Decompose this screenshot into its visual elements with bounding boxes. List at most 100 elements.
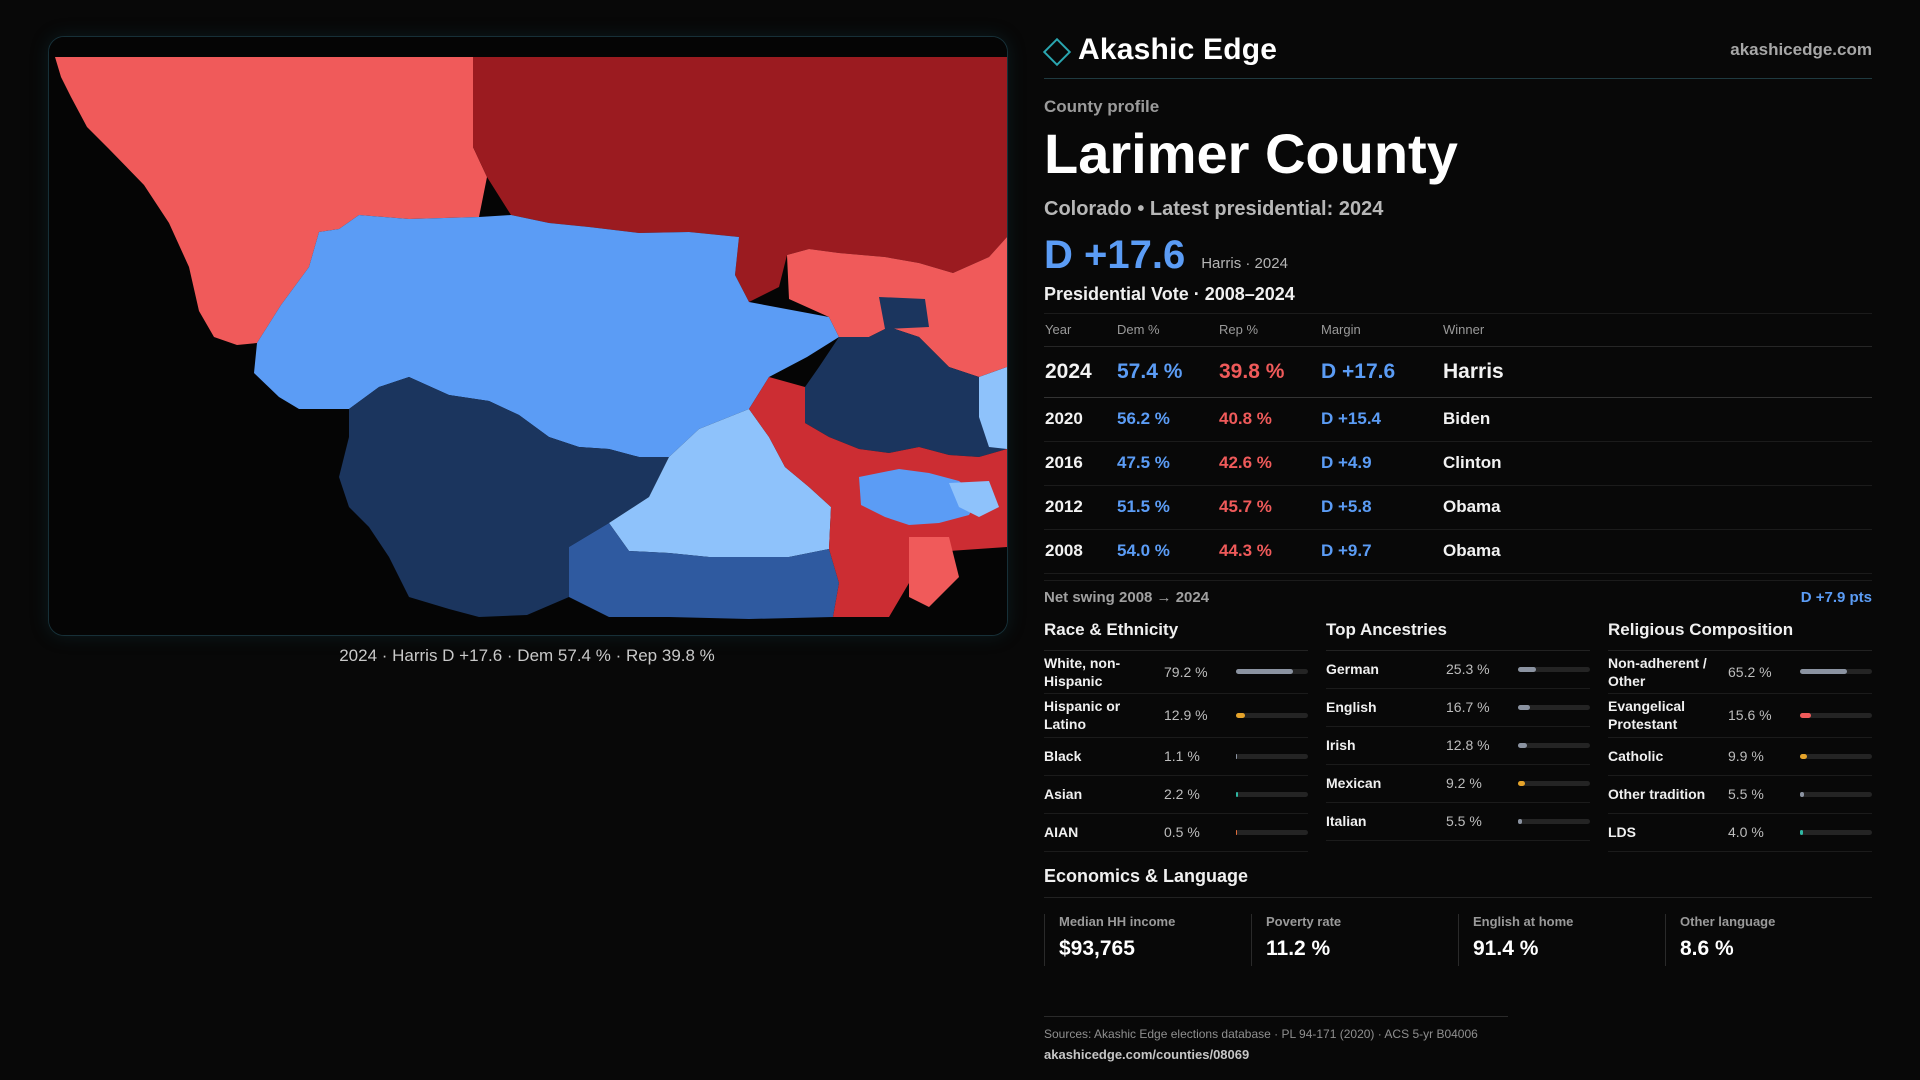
ancestry-title: Top Ancestries bbox=[1326, 620, 1590, 651]
stat-bar-fill bbox=[1236, 829, 1238, 835]
race-list: White, non-Hispanic 79.2 % Hispanic or Lat… bbox=[1044, 651, 1308, 852]
col-year: Year bbox=[1044, 313, 1116, 347]
econ-value: 91.4 % bbox=[1473, 936, 1539, 960]
cell-dem: 54.0 % bbox=[1116, 529, 1218, 574]
stat-row: Hispanic or Latino 12.9 % bbox=[1044, 694, 1308, 738]
stat-row: English 16.7 % bbox=[1326, 689, 1590, 727]
precinct-south-mid-blue[interactable] bbox=[569, 523, 839, 619]
precinct-west-red[interactable] bbox=[55, 57, 487, 345]
stat-bar bbox=[1800, 753, 1872, 759]
cell-rep: 40.8 % bbox=[1218, 397, 1320, 442]
stat-row: AIAN 0.5 % bbox=[1044, 814, 1308, 852]
footer: Sources: Akashic Edge elections database… bbox=[1044, 1015, 1508, 1062]
stat-percent: 5.5 % bbox=[1446, 813, 1482, 830]
county-map-panel[interactable] bbox=[48, 36, 1008, 636]
precinct-se-red-patch[interactable] bbox=[909, 537, 959, 607]
stat-bar bbox=[1518, 818, 1590, 824]
stat-label: AIAN bbox=[1044, 823, 1079, 840]
profile-column: Akashic Edge akashicedge.com County prof… bbox=[1044, 30, 1872, 1062]
vote-section-title: Presidential Vote · 2008–2024 bbox=[1044, 284, 1872, 314]
cell-rep: 39.8 % bbox=[1218, 346, 1320, 398]
cell-margin: D +5.8 bbox=[1320, 485, 1442, 530]
stat-percent: 15.6 % bbox=[1728, 707, 1772, 724]
margin-value: D +17.6 bbox=[1044, 232, 1186, 277]
stat-bar bbox=[1800, 669, 1872, 675]
stat-bar bbox=[1800, 791, 1872, 797]
stat-bar-fill bbox=[1518, 742, 1528, 748]
vote-table: Year Dem % Rep % Margin Winner 2024 57.4… bbox=[1044, 313, 1872, 574]
stat-bar bbox=[1518, 666, 1590, 672]
stat-percent: 12.8 % bbox=[1446, 737, 1490, 754]
stat-row: Catholic 9.9 % bbox=[1608, 738, 1872, 776]
race-panel: Race & Ethnicity White, non-Hispanic 79.2… bbox=[1044, 620, 1308, 852]
col-winner: Winner bbox=[1442, 313, 1872, 347]
econ-value: 8.6 % bbox=[1680, 936, 1734, 960]
religion-panel: Religious Composition Non-adherent / Oth… bbox=[1608, 620, 1872, 852]
col-dem: Dem % bbox=[1116, 313, 1218, 347]
map-caption: 2024 · Harris D +17.6 · Dem 57.4 % · Rep… bbox=[339, 646, 715, 665]
swing-value: D +7.9 pts bbox=[1800, 588, 1872, 606]
table-row: 2008 54.0 % 44.3 % D +9.7 Obama bbox=[1044, 529, 1872, 574]
stat-label: Irish bbox=[1326, 737, 1356, 754]
precinct-north-dark-red[interactable] bbox=[473, 57, 1007, 302]
precinct-se-red-patch-2[interactable] bbox=[949, 287, 1007, 337]
precinct-central-blue[interactable] bbox=[254, 215, 839, 457]
col-rep: Rep % bbox=[1218, 313, 1320, 347]
stat-bar bbox=[1518, 742, 1590, 748]
cell-winner: Biden bbox=[1442, 397, 1872, 442]
header: Akashic Edge akashicedge.com bbox=[1044, 30, 1872, 79]
race-title: Race & Ethnicity bbox=[1044, 620, 1308, 651]
stat-row: Black 1.1 % bbox=[1044, 738, 1308, 776]
margin-note: Harris · 2024 bbox=[1201, 254, 1288, 272]
stat-row: German 25.3 % bbox=[1326, 651, 1590, 689]
precinct-south-light-blue[interactable] bbox=[609, 409, 831, 557]
stat-label: German bbox=[1326, 661, 1379, 678]
precinct-map[interactable] bbox=[49, 37, 1007, 635]
precinct-southwest-navy[interactable] bbox=[339, 377, 669, 617]
stat-bar-fill bbox=[1236, 712, 1246, 718]
cell-winner: Harris bbox=[1442, 346, 1872, 398]
stat-bar-fill bbox=[1518, 666, 1537, 672]
stat-percent: 9.9 % bbox=[1728, 748, 1764, 765]
stat-bar bbox=[1518, 780, 1590, 786]
econ-value: $93,765 bbox=[1059, 936, 1135, 960]
stat-label: Evangelical Protestant bbox=[1608, 698, 1686, 733]
stat-label: Black bbox=[1044, 747, 1082, 764]
stat-bar-fill bbox=[1800, 712, 1812, 718]
stat-label: Mexican bbox=[1326, 775, 1382, 792]
cell-dem: 51.5 % bbox=[1116, 485, 1218, 530]
stat-label: Catholic bbox=[1608, 747, 1664, 764]
headline-margin: D +17.6 Harris · 2024 bbox=[1044, 233, 1872, 278]
economics-title: Economics & Language bbox=[1044, 866, 1872, 898]
religion-title: Religious Composition bbox=[1608, 620, 1872, 651]
precinct-north-blue-patch[interactable] bbox=[879, 297, 929, 329]
stat-label: Italian bbox=[1326, 813, 1367, 830]
cell-margin: D +4.9 bbox=[1320, 441, 1442, 486]
stat-label: Other tradition bbox=[1608, 785, 1706, 802]
stat-bar bbox=[1236, 829, 1308, 835]
stat-bar bbox=[1236, 669, 1308, 675]
stat-percent: 5.5 % bbox=[1728, 786, 1764, 803]
cell-year: 2024 bbox=[1044, 346, 1116, 398]
precinct-se-light-patch[interactable] bbox=[949, 481, 999, 517]
stat-bar-fill bbox=[1800, 791, 1804, 797]
site-link[interactable]: akashicedge.com bbox=[1730, 40, 1872, 59]
page-url[interactable]: akashicedge.com/counties/08069 bbox=[1044, 1046, 1250, 1062]
stat-bar-fill bbox=[1236, 791, 1238, 797]
precinct-east-light-blue[interactable] bbox=[979, 367, 1007, 449]
stat-percent: 4.0 % bbox=[1728, 824, 1764, 841]
stat-percent: 16.7 % bbox=[1446, 699, 1490, 716]
precinct-urban-cluster[interactable] bbox=[805, 327, 1007, 457]
cell-dem: 56.2 % bbox=[1116, 397, 1218, 442]
stat-percent: 12.9 % bbox=[1164, 707, 1208, 724]
ancestry-list: German 25.3 % English 16.7 % Irish 12.8 % Mexi… bbox=[1326, 651, 1590, 841]
table-row: 2020 56.2 % 40.8 % D +15.4 Biden bbox=[1044, 397, 1872, 442]
brand-name[interactable]: Akashic Edge bbox=[1078, 33, 1278, 66]
net-swing: Net swing 2008 → 2024 D +7.9 pts bbox=[1044, 579, 1872, 606]
table-row: 2016 47.5 % 42.6 % D +4.9 Clinton bbox=[1044, 441, 1872, 486]
stat-percent: 2.2 % bbox=[1164, 786, 1200, 803]
stat-label: LDS bbox=[1608, 823, 1636, 840]
econ-label: Median HH income bbox=[1059, 913, 1176, 929]
subtitle: Colorado • Latest presidential: 2024 bbox=[1044, 197, 1384, 220]
stat-label: Hispanic or Latino bbox=[1044, 698, 1121, 733]
